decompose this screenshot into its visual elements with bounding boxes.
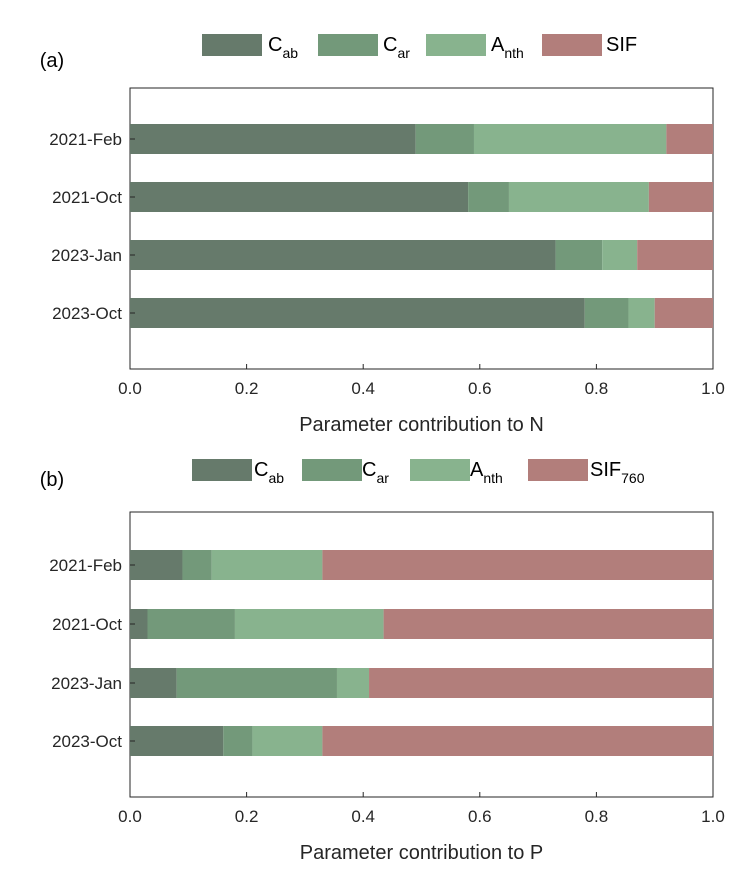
plot-area-frame [129,511,714,798]
legend-swatch-sif760 [528,459,588,481]
y-tick-label: 2023-Jan [51,674,122,693]
plot-area-frame [129,87,714,370]
legend: Cab Car Anth SIF760 [192,459,645,486]
y-tick-label: 2023-Oct [52,732,122,751]
legend-label-cab: Cab [254,459,284,486]
y-tick-label: 2023-Jan [51,246,122,265]
legend-label-car: Car [362,459,389,486]
legend-swatch-cab [202,34,262,56]
bar-cab-2023-oct [130,298,585,328]
bar-sif760-2023-oct [322,726,713,756]
y-tick-label: 2021-Oct [52,188,122,207]
legend-swatch-sif [542,34,602,56]
bar-car-2021-oct [468,182,509,212]
bar-anth-2023-jan [336,668,370,698]
chart-panel-a: (a) 2021-Feb 2021-Oct 2023-Jan 2023-Oct 0.0 0.… [40,34,725,436]
chart-panel-b: (b) 2021-Feb 2021-Oct 2023-Jan 2023-Oct 0.0 0.… [40,459,725,864]
y-tick-label: 2021-Oct [52,615,122,634]
bar-sif760-2021-oct [383,609,713,639]
legend-label-sif760: SIF760 [590,459,645,486]
legend-swatch-cab [192,459,252,481]
bar-car-2023-oct [223,726,253,756]
bar-sif-2023-oct [654,298,713,328]
bar-cab-2021-feb [130,550,183,580]
bar-car-2023-jan [176,668,337,698]
bar-car-2021-feb [415,124,474,154]
bar-anth-2023-jan [602,240,638,270]
bar-anth-2021-oct [508,182,649,212]
legend-swatch-anth [410,459,470,481]
bar-cab-2023-jan [130,240,556,270]
x-tick-label: 0.6 [468,807,492,826]
x-tick-label: 0.4 [351,379,375,398]
legend-label-anth: Anth [470,459,503,486]
y-tick-label: 2021-Feb [49,130,122,149]
x-axis-label: Parameter contribution to N [299,414,544,436]
y-tick-label: 2023-Oct [52,304,122,323]
bar-anth-2021-feb [211,550,323,580]
legend-label-sif: SIF [606,34,637,56]
bar-cab-2021-oct [130,609,148,639]
bar-cab-2021-oct [130,182,469,212]
legend: Cab Car Anth SIF [202,34,637,61]
legend-swatch-anth [426,34,486,56]
x-tick-label: 1.0 [701,807,725,826]
bar-sif-2021-feb [666,124,713,154]
x-tick-label: 0.4 [351,807,375,826]
x-tick-label: 0.0 [118,807,142,826]
x-tick-label: 0.8 [585,807,609,826]
bar-anth-2021-oct [234,609,384,639]
bar-car-2021-feb [182,550,212,580]
bar-sif-2023-jan [637,240,713,270]
bar-cab-2023-jan [130,668,177,698]
panel-label: (a) [40,50,64,72]
legend-label-anth: Anth [491,34,524,61]
x-tick-label: 0.2 [235,807,259,826]
bar-cab-2023-oct [130,726,224,756]
bar-anth-2023-oct [628,298,655,328]
bar-anth-2021-feb [473,124,667,154]
x-tick-label: 0.6 [468,379,492,398]
bar-anth-2023-oct [252,726,323,756]
legend-swatch-car [318,34,378,56]
x-axis-label: Parameter contribution to P [300,842,543,864]
bar-sif760-2023-jan [369,668,713,698]
legend-label-cab: Cab [268,34,298,61]
bar-cab-2021-feb [130,124,416,154]
panel-label: (b) [40,469,64,491]
bar-car-2023-oct [584,298,629,328]
bar-car-2023-jan [555,240,603,270]
y-tick-label: 2021-Feb [49,556,122,575]
legend-label-car: Car [383,34,410,61]
x-tick-label: 0.8 [585,379,609,398]
legend-swatch-car [302,459,362,481]
bar-sif760-2021-feb [322,550,713,580]
bar-sif-2021-oct [648,182,713,212]
x-tick-label: 0.2 [235,379,259,398]
x-tick-label: 1.0 [701,379,725,398]
x-tick-label: 0.0 [118,379,142,398]
bar-car-2021-oct [147,609,235,639]
